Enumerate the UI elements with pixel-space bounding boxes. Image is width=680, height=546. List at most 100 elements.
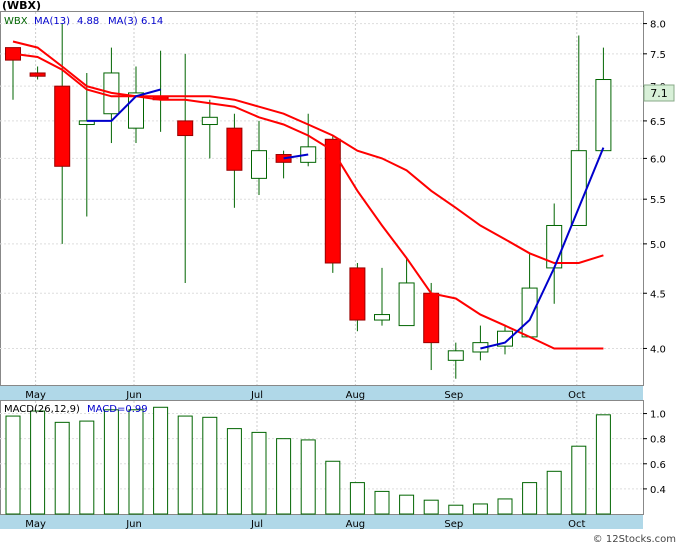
price-tick-label: 6.5: [650, 117, 666, 128]
macd-bar: [522, 482, 538, 515]
candle: [447, 342, 464, 379]
ma13-line: [12, 40, 604, 264]
macd-legend-value: MACD=0.99: [87, 404, 148, 415]
candle: [201, 99, 218, 159]
ma3-line: [86, 88, 309, 160]
candle-body-up: [521, 287, 538, 338]
macd-tick-label: 0.4: [650, 485, 666, 496]
candle-body-down: [275, 154, 292, 163]
month-label: Jul: [250, 519, 263, 530]
macd-bar: [571, 445, 587, 515]
last-price-text: 7.1: [650, 87, 668, 100]
candle: [570, 35, 587, 226]
macd-bar: [399, 494, 415, 515]
candle: [497, 325, 513, 355]
macd-bar: [177, 415, 193, 515]
candle-body-down: [177, 120, 194, 137]
candle: [374, 267, 390, 326]
legend-ma13-value: 4.88: [77, 16, 99, 27]
candle-body-up: [447, 350, 464, 361]
month-label: Jun: [125, 519, 142, 530]
candle-body-up: [570, 150, 587, 226]
candle: [54, 23, 71, 244]
candle: [251, 120, 267, 195]
chart-title: (WBX): [2, 0, 41, 12]
macd-bar: [128, 409, 144, 515]
candle-body-down: [29, 72, 46, 77]
macd-axis: 1.0 0.8 0.6 0.4: [643, 410, 666, 496]
price-tick-label: 6.0: [650, 154, 666, 165]
price-tick-label: 5.0: [650, 240, 666, 251]
macd-bar: [251, 431, 267, 515]
month-label: May: [25, 519, 46, 530]
candle-body-down: [324, 138, 341, 264]
candle: [177, 53, 194, 283]
macd-bar: [202, 416, 218, 515]
price-tick-label: 5.5: [650, 195, 666, 206]
macd-tick-label: 0.8: [650, 435, 666, 446]
month-label: Jun: [125, 390, 142, 401]
macd-month-band: [0, 515, 643, 529]
price-tick-label: 8.0: [650, 20, 666, 31]
candle: [226, 113, 243, 208]
macd-bar: [497, 498, 513, 515]
price-month-band: [0, 386, 643, 400]
last-price-badge: [643, 84, 675, 102]
candle: [595, 47, 612, 152]
macd-bar: [5, 415, 21, 515]
candle-body-up: [251, 150, 267, 179]
macd-bar: [226, 428, 242, 515]
month-label: Aug: [346, 519, 366, 530]
macd-bar: [472, 503, 488, 515]
macd-bar: [448, 504, 464, 515]
price-tick-label: 4.0: [650, 344, 666, 355]
candle-body-up: [595, 79, 612, 152]
price-panel: [0, 11, 644, 386]
candle: [324, 135, 341, 273]
macd-bar: [153, 406, 169, 515]
macd-bar: [546, 470, 562, 515]
macd-bar: [423, 499, 439, 515]
month-label: May: [25, 390, 46, 401]
macd-bar: [79, 420, 95, 515]
candle-body-up: [398, 282, 415, 327]
ma13-trend-line: [12, 52, 604, 350]
candle-body-up: [201, 116, 218, 126]
candle: [398, 258, 415, 327]
month-label: Jul: [250, 390, 263, 401]
candle-body-up: [128, 92, 144, 129]
macd-bar: [103, 409, 119, 515]
candle-body-up: [497, 330, 513, 347]
month-label: Sep: [444, 519, 463, 530]
price-tick-label: 7.5: [650, 50, 666, 61]
legend-ma3-value: 6.14: [141, 16, 163, 27]
macd-bar: [349, 482, 365, 515]
candle: [29, 66, 46, 80]
macd-bar: [30, 410, 46, 515]
macd-bar: [374, 490, 390, 515]
macd-tick-label: 0.6: [650, 460, 666, 471]
price-tick-label: 4.5: [650, 289, 666, 300]
candle: [349, 263, 366, 332]
macd-bar: [300, 439, 316, 515]
legend-ma13-label: MA(13): [34, 16, 70, 27]
candle: [275, 150, 292, 179]
macd-bar: [595, 414, 611, 515]
macd-bar: [325, 460, 341, 515]
macd-bar: [54, 421, 70, 515]
candle-body-down: [54, 85, 71, 167]
legend-ma3-label: MA(3): [108, 16, 138, 27]
month-label: Oct: [568, 519, 585, 530]
macd-tick-label: 1.0: [650, 410, 666, 421]
candle-body-down: [226, 127, 243, 171]
candle-body-down: [423, 292, 440, 344]
candle: [128, 66, 144, 144]
month-label: Oct: [568, 390, 585, 401]
candle-body-up: [374, 314, 390, 321]
macd-legend-label: MACD(26,12,9): [4, 404, 80, 415]
candle-body-down: [349, 267, 366, 321]
watermark: © 12Stocks.com: [593, 534, 676, 545]
macd-bar: [276, 438, 292, 515]
ma3-recent-line: [480, 147, 605, 350]
